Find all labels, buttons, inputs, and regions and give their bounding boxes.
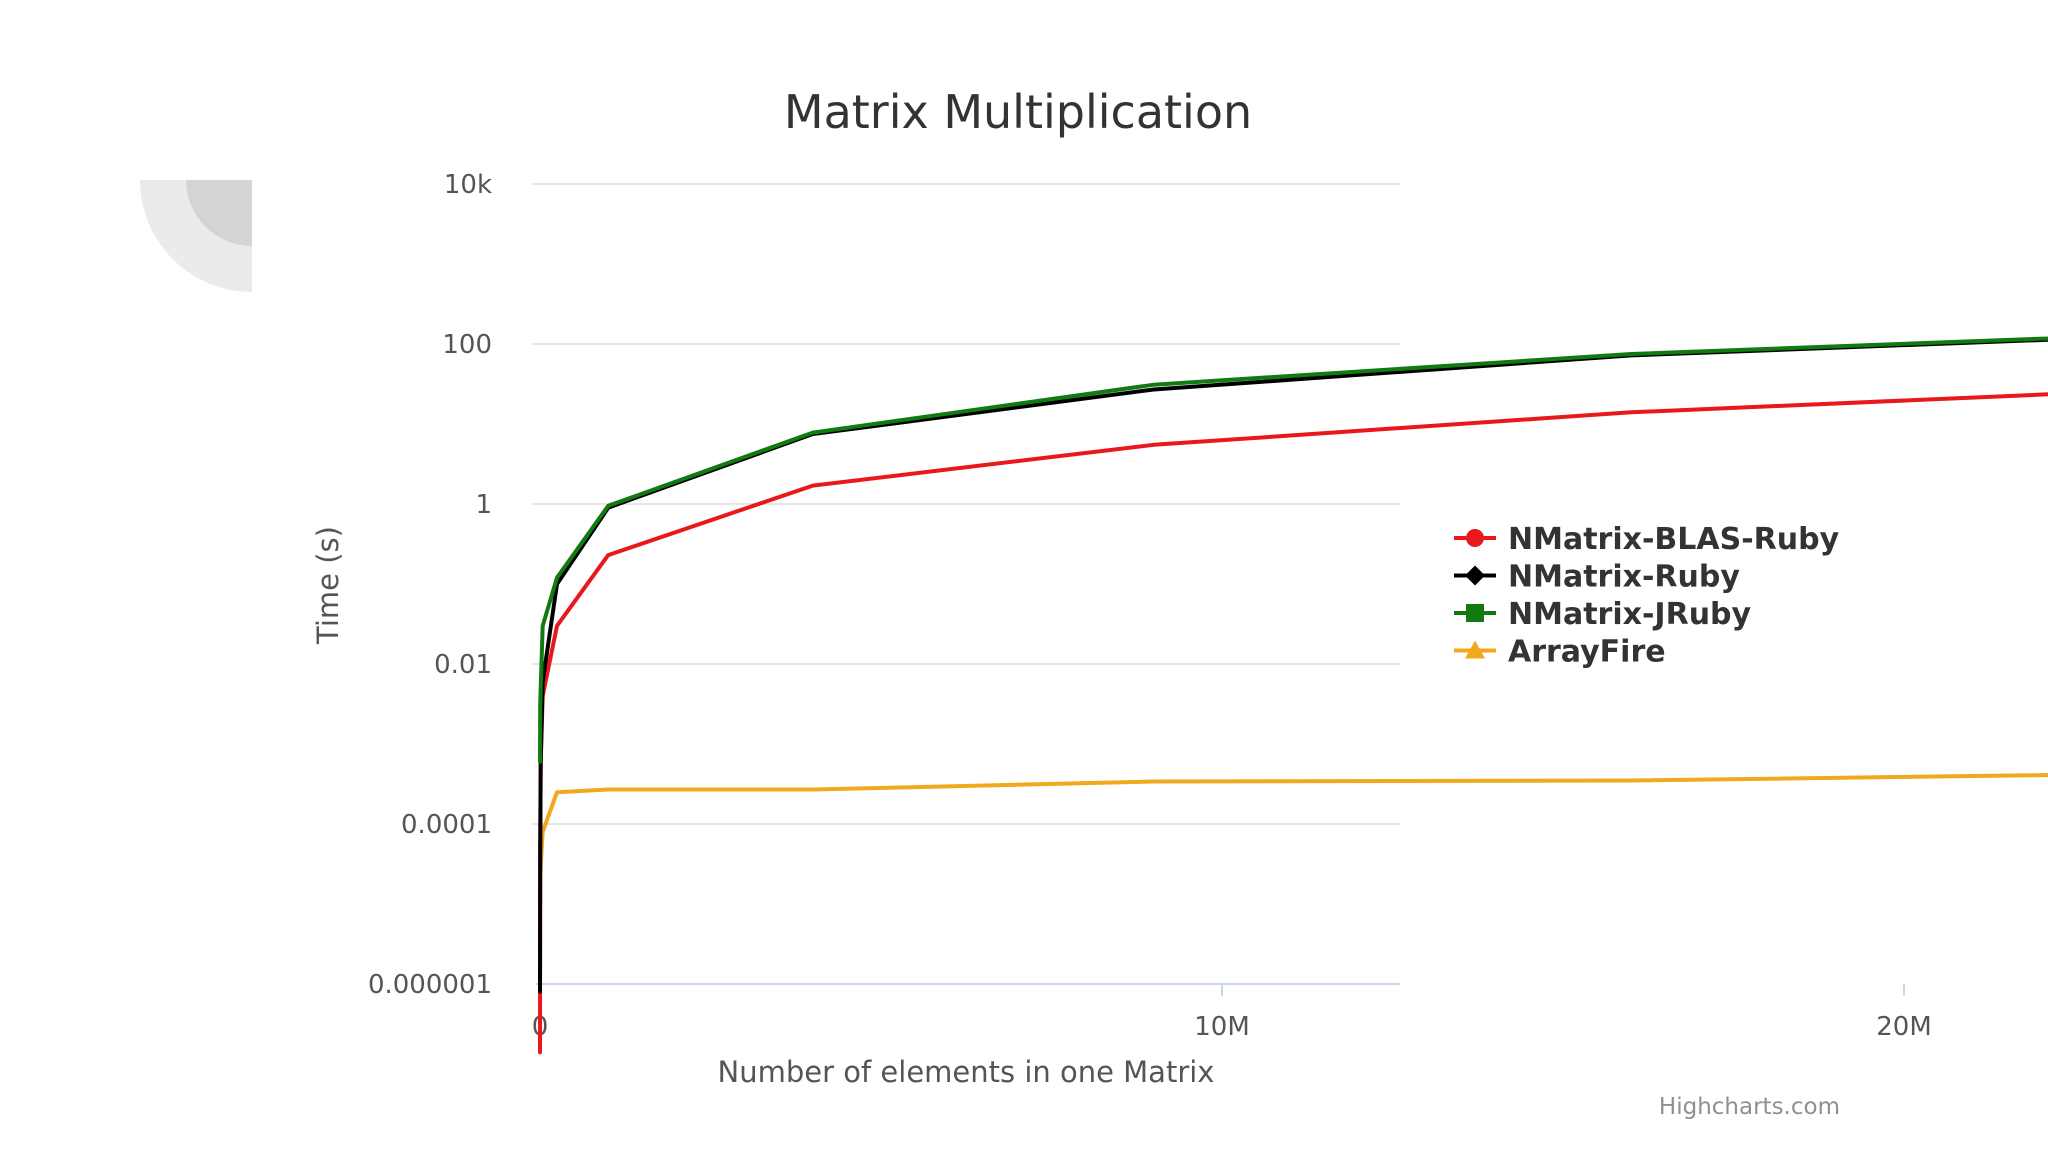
legend-label: ArrayFire: [1508, 635, 1666, 670]
y-tick-label: 0.000001: [368, 970, 492, 1000]
legend: NMatrix-BLAS-RubyNMatrix-RubyNMatrix-JRu…: [1454, 522, 1840, 670]
series-line-nmatrix-blas-ruby[interactable]: [538, 386, 2048, 1055]
series-line-nmatrix-jruby[interactable]: [538, 331, 2048, 764]
series-layer: [538, 331, 2048, 1055]
legend-item[interactable]: NMatrix-Ruby: [1454, 560, 1740, 595]
legend-label: NMatrix-JRuby: [1508, 597, 1752, 632]
y-tick-label: 10k: [444, 170, 492, 200]
grid-layer: [532, 183, 1400, 825]
y-tick-label: 0.01: [434, 650, 492, 680]
x-tick-label: 10M: [1194, 1012, 1250, 1042]
legend-item[interactable]: ArrayFire: [1454, 635, 1666, 670]
legend-label: NMatrix-BLAS-Ruby: [1508, 522, 1840, 557]
chart-title: Matrix Multiplication: [784, 85, 1252, 139]
legend-marker-circle-icon: [1466, 529, 1484, 547]
legend-marker-diamond-icon: [1465, 565, 1485, 586]
y-tick-label: 1: [475, 490, 492, 520]
corner-decoration: [140, 180, 252, 292]
legend-marker-triangle-icon: [1465, 640, 1485, 659]
legend-item[interactable]: NMatrix-JRuby: [1454, 597, 1752, 632]
legend-item[interactable]: NMatrix-BLAS-Ruby: [1454, 522, 1840, 557]
series-line-nmatrix-ruby[interactable]: [538, 332, 2048, 994]
x-axis-title: Number of elements in one Matrix: [718, 1055, 1215, 1089]
x-tick-label: 20M: [1876, 1012, 1932, 1042]
series-line-arrayfire[interactable]: [538, 773, 2048, 906]
x-axis-ticks: 0 10M 20M: [532, 984, 1932, 1042]
y-tick-label: 0.0001: [401, 810, 492, 840]
credits-link[interactable]: Highcharts.com: [1659, 1094, 1840, 1120]
y-tick-label: 100: [442, 330, 492, 360]
corner-decoration-inner: [186, 180, 252, 246]
legend-marker-square-icon: [1466, 604, 1484, 622]
legend-label: NMatrix-Ruby: [1508, 560, 1740, 595]
y-axis-ticks: 0.000001 0.0001 0.01 1 100 10k: [368, 170, 492, 1000]
y-axis-title: Time (s): [311, 526, 345, 645]
